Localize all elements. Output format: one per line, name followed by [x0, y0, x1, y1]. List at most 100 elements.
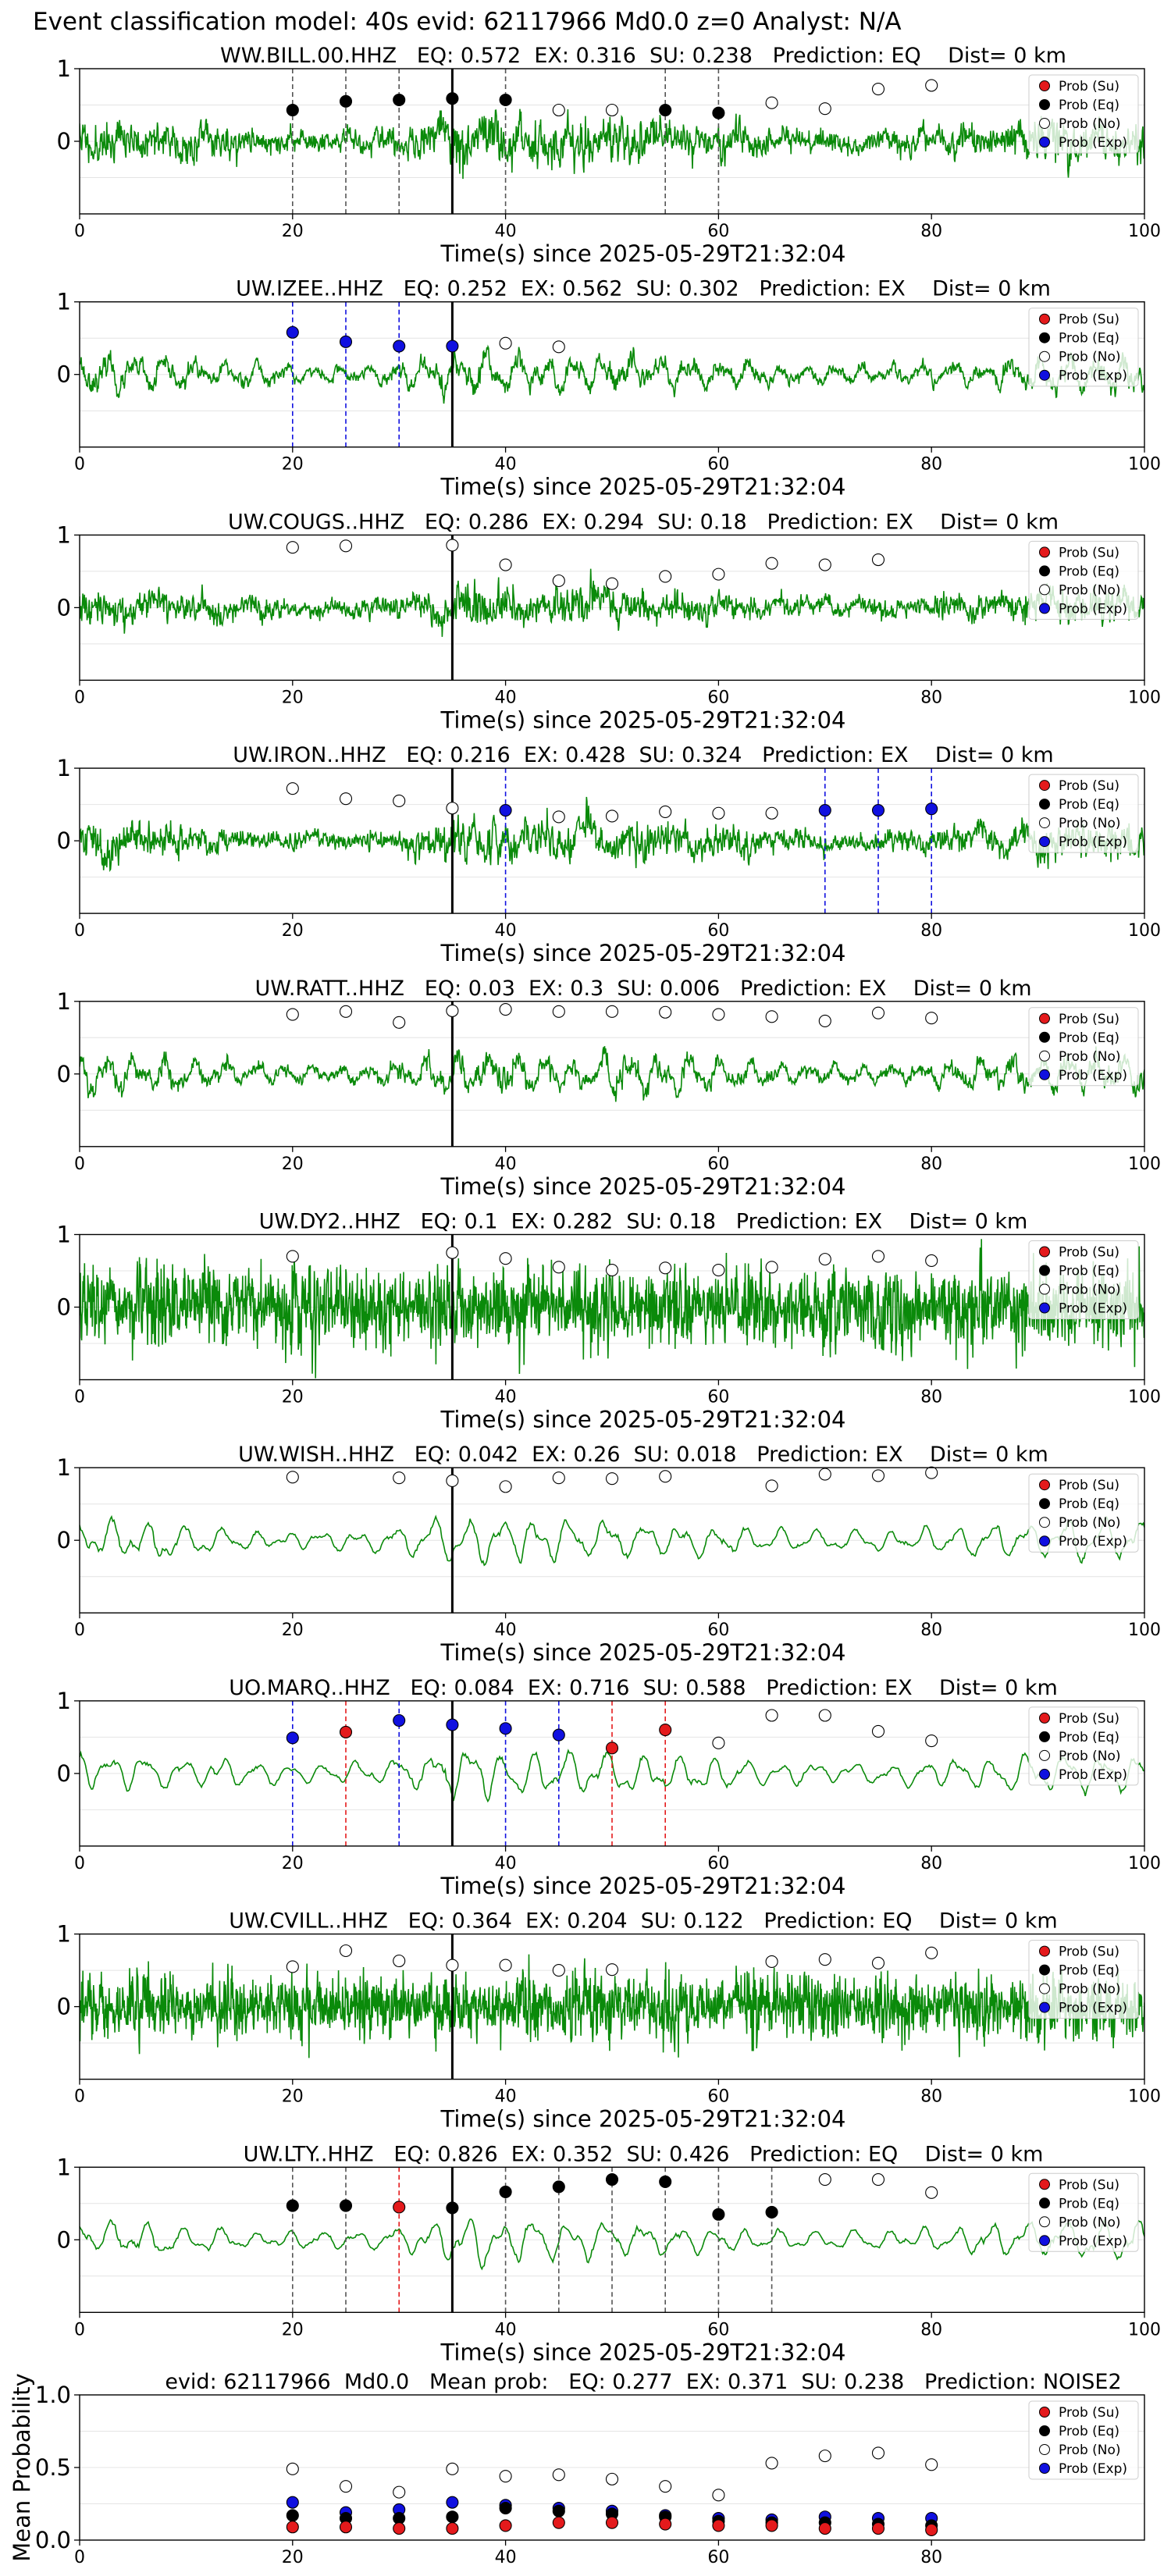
legend-box	[1028, 1706, 1139, 1786]
mean-probability-panel: 0 20 40 60 80 0.0 0.5 1.0 evid: 62117966 Md0.0 M…	[9, 2370, 1145, 2567]
point-no	[818, 1014, 831, 1027]
point-no	[659, 1470, 672, 1483]
x-tick-label: 0	[74, 2087, 85, 2107]
x-tick-label: 20	[282, 921, 304, 941]
point-no	[339, 792, 353, 806]
point-no	[765, 96, 778, 109]
x-tick-label: 60	[707, 1854, 729, 1873]
x-tick-label: 80	[920, 1621, 942, 1640]
point-no	[499, 558, 512, 571]
legend-label-no: Prob (No)	[1059, 116, 1121, 132]
point-su	[925, 2523, 938, 2537]
legend-marker-exp	[1039, 1302, 1050, 1314]
point-no	[925, 1254, 938, 1268]
point-no	[552, 1005, 565, 1018]
point-no	[605, 1264, 619, 1277]
point-no	[712, 1008, 725, 1021]
waveform-trace	[80, 344, 1144, 404]
legend: Prob (Su) Prob (Eq) Prob (No) Prob (Exp)	[1028, 1240, 1139, 1319]
point-no	[818, 1253, 831, 1266]
legend-marker-exp	[1039, 603, 1050, 614]
x-tick-label: 100	[1128, 688, 1161, 707]
x-tick-label: 80	[920, 1155, 942, 1174]
x-tick-label: 40	[495, 222, 517, 241]
legend-marker-exp	[1039, 369, 1050, 381]
point-su	[552, 2516, 565, 2529]
x-tick-label: 60	[707, 2320, 729, 2339]
x-tick-label: 100	[1128, 2087, 1161, 2107]
legend-marker-no	[1039, 1749, 1050, 1761]
legend-marker-exp	[1039, 137, 1050, 148]
point-no	[925, 1012, 938, 1025]
point-exp	[339, 335, 353, 348]
y-tick-label: 1	[57, 755, 71, 781]
point-no	[552, 574, 565, 588]
station-panel: 0 20 40 60 80 100 0 1 UO.MARQ..HHZ EQ: 0.084 EX:…	[57, 1676, 1161, 1899]
point-no	[499, 336, 512, 350]
x-tick-label: 100	[1128, 1388, 1161, 1407]
legend-box	[1028, 2400, 1139, 2480]
point-eq	[286, 2509, 299, 2522]
point-no	[446, 2462, 459, 2475]
point-no	[925, 1466, 938, 1479]
point-eq	[499, 93, 512, 107]
legend-marker-eq	[1039, 332, 1050, 343]
y-tick-label: 1	[57, 521, 71, 548]
point-no	[925, 1735, 938, 1748]
legend-marker-no	[1039, 1983, 1050, 1994]
point-no	[871, 82, 885, 96]
x-tick-label: 40	[495, 2087, 517, 2107]
x-tick-label: 100	[1128, 222, 1161, 241]
y-tick-label: 0.5	[35, 2454, 71, 2481]
point-no	[659, 805, 672, 818]
x-tick-label: 20	[282, 455, 304, 475]
station-panel: 0 20 40 60 80 100 0 1 UW.COUGS..HHZ EQ: 0.286 EX…	[57, 510, 1161, 733]
point-su	[712, 2519, 725, 2532]
x-axis-label: Time(s) since 2025-05-29T21:32:04	[440, 474, 846, 500]
point-no	[605, 1963, 619, 1976]
x-tick-label: 60	[707, 1621, 729, 1640]
legend-label-no: Prob (No)	[1059, 2215, 1121, 2230]
legend-label-su: Prob (Su)	[1059, 79, 1119, 94]
point-no	[765, 1261, 778, 1274]
x-tick-label: 40	[495, 2320, 517, 2339]
legend-box	[1028, 774, 1139, 853]
point-no	[712, 1264, 725, 1277]
x-tick-label: 0	[74, 688, 85, 707]
legend-label-no: Prob (No)	[1059, 350, 1121, 365]
point-no	[871, 1469, 885, 1482]
legend-label-su: Prob (Su)	[1059, 1245, 1119, 1261]
legend-marker-exp	[1039, 1535, 1050, 1547]
station-panel: 0 20 40 60 80 100 0 1 UW.DY2..HHZ EQ: 0.1 EX: 0.…	[57, 1210, 1161, 1433]
waveform-trace	[80, 568, 1144, 637]
point-no	[871, 2173, 885, 2186]
y-tick-label: 0	[57, 827, 71, 854]
point-no	[871, 1724, 885, 1738]
point-no	[818, 2450, 831, 2463]
point-no	[552, 810, 565, 824]
panel-title: UW.WISH..HHZ EQ: 0.042 EX: 0.26 SU: 0.01…	[238, 1443, 1048, 1467]
legend-label-no: Prob (No)	[1059, 2443, 1121, 2458]
legend-marker-eq	[1039, 799, 1050, 810]
legend-label-su: Prob (Su)	[1059, 545, 1119, 560]
point-su	[871, 2522, 885, 2535]
point-no	[286, 1008, 299, 1021]
legend-marker-exp	[1039, 836, 1050, 848]
panel-title: UW.IZEE..HHZ EQ: 0.252 EX: 0.562 SU: 0.3…	[236, 277, 1051, 301]
panel-title: UW.DY2..HHZ EQ: 0.1 EX: 0.282 SU: 0.18 P…	[259, 1210, 1028, 1234]
legend-marker-su	[1039, 546, 1050, 558]
point-no	[552, 1471, 565, 1485]
legend-marker-su	[1039, 313, 1050, 325]
x-tick-label: 0	[74, 1388, 85, 1407]
legend-label-no: Prob (No)	[1059, 816, 1121, 831]
x-tick-label: 40	[495, 1155, 517, 1174]
legend-label-no: Prob (No)	[1059, 1283, 1121, 1298]
x-tick-label: 80	[920, 2087, 942, 2107]
panel-title: evid: 62117966 Md0.0 Mean prob: EQ: 0.27…	[165, 2370, 1121, 2394]
x-tick-label: 0	[74, 1621, 85, 1640]
x-tick-label: 100	[1128, 455, 1161, 475]
point-su	[339, 2521, 353, 2534]
waveform-trace	[80, 796, 1144, 873]
point-eq	[446, 2510, 459, 2524]
legend-label-no: Prob (No)	[1059, 1515, 1121, 1531]
